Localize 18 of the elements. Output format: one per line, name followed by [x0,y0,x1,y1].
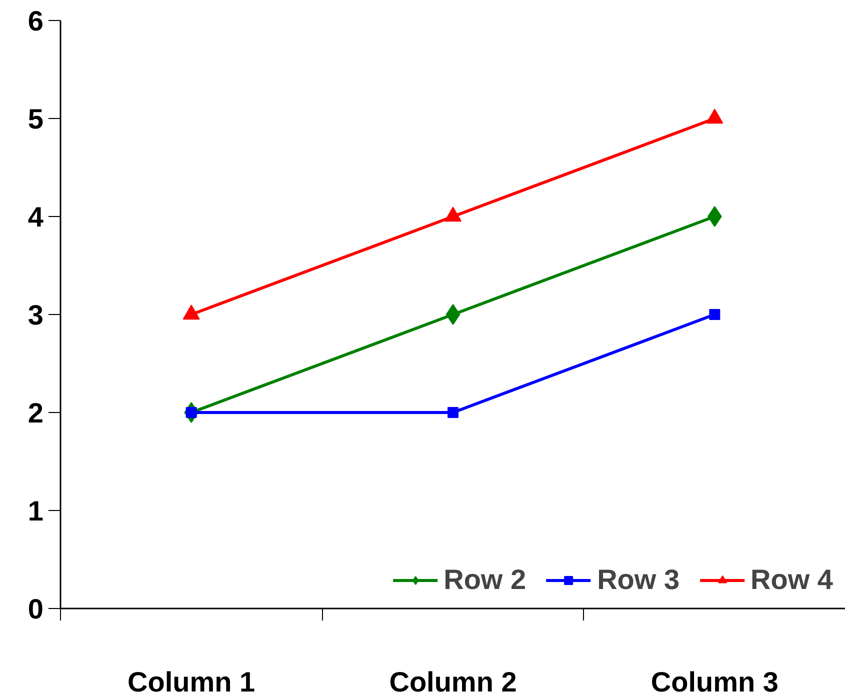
point [446,304,460,325]
x-tick-label: Column 3 [650,666,778,698]
point [448,407,458,418]
y-tick-label: 5 [28,104,44,134]
point [444,206,462,222]
y-tick-label: 1 [28,496,44,526]
y-tick-label: 2 [28,398,44,428]
legend-label: Row 2 [444,564,526,596]
x-tick-label: Column 1 [128,666,256,698]
legend-label: Row 4 [750,564,833,596]
y-tick-label: 6 [28,6,44,36]
point [709,309,720,320]
legend-label: Row 3 [597,564,680,596]
x-tick-label: Column 2 [389,666,517,698]
y-tick-label: 4 [28,202,44,232]
point [706,108,724,124]
y-tick-label: 0 [28,594,44,624]
y-tick-label: 3 [28,300,44,330]
